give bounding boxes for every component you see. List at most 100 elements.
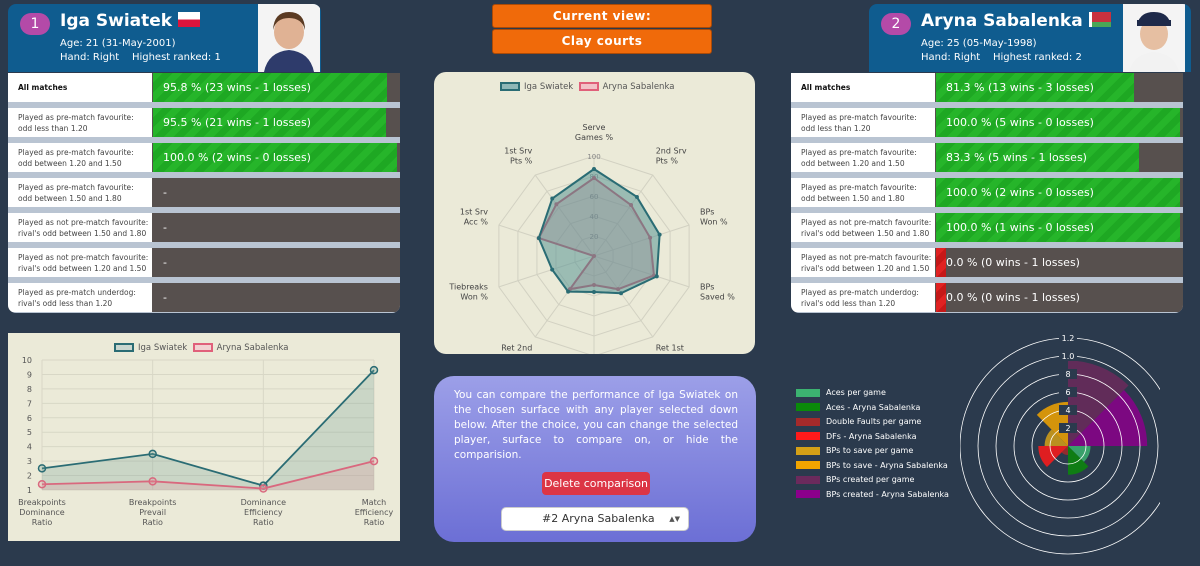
- player-select-value: #2 Aryna Sabalenka: [542, 512, 655, 525]
- current-view-label: Current view:: [492, 4, 712, 28]
- polar-tick-label: 8: [1065, 370, 1070, 379]
- belarus-flag-icon: [1088, 12, 1111, 27]
- stat-row-label: Played as pre-match favourite: odd betwee…: [8, 143, 152, 172]
- polar-legend-label: BPs to save per game: [826, 446, 914, 455]
- polar-tick-label: 6: [1065, 388, 1070, 397]
- stat-row-label-line: Played as pre-match underdog:: [801, 288, 919, 297]
- player1-stat-row: Played as not pre-match favourite: rival'…: [8, 248, 400, 277]
- stat-row-label-line: Played as pre-match favourite:: [801, 183, 917, 192]
- polar-legend-item[interactable]: Aces per game: [796, 388, 886, 397]
- polar-legend-item[interactable]: BPs created per game: [796, 475, 914, 484]
- win-percentage-bar: [936, 73, 1134, 102]
- polar-tick-bg: [1059, 405, 1077, 415]
- stat-row-label: Played as pre-match favourite: odd less t…: [791, 108, 935, 137]
- win-percentage-bar: [936, 143, 1139, 172]
- player2-age: Age: 25 (05-May-1998): [921, 38, 1037, 49]
- stat-value: 100.0 % (1 wins - 0 losses): [946, 221, 1094, 234]
- comparison-box: You can compare the performance of Iga S…: [434, 376, 756, 542]
- polar-tick-bg: [1059, 333, 1077, 343]
- stat-row-label-line: odd less than 1.20: [18, 124, 88, 133]
- radar-axis-label: Games %: [575, 133, 614, 142]
- polar-tick-bg: [1059, 369, 1077, 379]
- line-x-label: Ratio: [364, 518, 385, 527]
- line-point: [369, 365, 379, 375]
- player1-stat-row: Played as not pre-match favourite: rival'…: [8, 213, 400, 242]
- stat-row-label-line: All matches: [18, 83, 68, 92]
- stat-row-label-line: Played as not pre-match favourite:: [18, 218, 149, 227]
- stat-row-label-line: odd between 1.50 and 1.80: [18, 194, 122, 203]
- poland-flag-icon: [178, 12, 201, 27]
- player1-photo: [258, 4, 320, 72]
- stat-row-label-line: Played as not pre-match favourite:: [801, 218, 932, 227]
- win-percentage-bar: [936, 213, 1180, 242]
- stat-row-label-line: Played as pre-match favourite:: [801, 148, 917, 157]
- line-x-label: Dominance: [19, 508, 65, 517]
- stat-row-label-line: rival's odd less than 1.20: [18, 299, 113, 308]
- stat-value: 95.5 % (21 wins - 1 losses): [163, 116, 311, 129]
- polar-tick-bg: [1059, 423, 1077, 433]
- player-select[interactable]: #2 Aryna Sabalenka ▲▼: [501, 507, 689, 531]
- polar-tick-label: 4: [1065, 406, 1070, 415]
- radar-axis-label: Ret 2nd: [501, 344, 532, 353]
- win-percentage-bar: [153, 143, 397, 172]
- line-x-label: Breakpoints: [129, 498, 177, 507]
- radar-axis-label: Ret 1st: [656, 344, 684, 353]
- surface-button[interactable]: Clay courts: [492, 29, 712, 54]
- polar-legend-item[interactable]: DFs - Aryna Sabalenka: [796, 432, 916, 441]
- line-y-tick: 4: [27, 443, 32, 452]
- radar-axis-label: 1st Srv: [460, 207, 488, 216]
- player1-stat-row: Played as pre-match underdog: rival's odd…: [8, 283, 400, 312]
- legend-swatch: [796, 490, 820, 498]
- stat-row-label: All matches: [791, 73, 935, 102]
- player2-photo: [1123, 4, 1185, 72]
- polar-legend-item[interactable]: BPs to save - Aryna Sabalenka: [796, 461, 948, 470]
- polar-legend-label: BPs to save - Aryna Sabalenka: [826, 460, 948, 470]
- radar-point: [592, 167, 596, 171]
- radar-legend-swiatek: Iga Swiatek: [524, 82, 574, 92]
- stat-row-label-line: rival's odd between 1.20 and 1.50: [18, 264, 147, 273]
- line-chart-panel: Iga Swiatek Aryna Sabalenka 1 2 3 4 5 6 7 8 9 10 B…: [8, 333, 400, 541]
- line-x-label: Ratio: [32, 518, 53, 527]
- stat-value: 100.0 % (2 wins - 0 losses): [946, 186, 1094, 199]
- stat-row-label-line: rival's odd less than 1.20: [801, 299, 896, 308]
- legend-swatch: [796, 446, 820, 455]
- polar-legend-item[interactable]: Double Faults per game: [796, 417, 921, 426]
- line-x-label: Ratio: [253, 518, 274, 527]
- line-x-label: Ratio: [142, 518, 163, 527]
- comparison-text: You can compare the performance of Iga S…: [454, 389, 738, 461]
- player2-card: 2 Aryna Sabalenka Age: 25 (05-May-1998) …: [869, 4, 1191, 72]
- line-y-tick: 9: [27, 370, 32, 379]
- delete-comparison-button[interactable]: Delete comparison: [542, 472, 650, 495]
- stat-value: 0.0 % (0 wins - 1 losses): [946, 291, 1080, 304]
- line-point: [369, 456, 379, 466]
- line-series: [41, 369, 375, 487]
- radar-point: [550, 196, 555, 201]
- legend-swatch: [796, 388, 820, 397]
- stat-value: 81.3 % (13 wins - 3 losses): [946, 81, 1094, 94]
- player2-name: Aryna Sabalenka: [921, 11, 1111, 31]
- stat-value: 0.0 % (0 wins - 1 losses): [946, 256, 1080, 269]
- legend-swatch-swiatek: [500, 82, 520, 91]
- stat-value: 83.3 % (5 wins - 1 losses): [946, 151, 1087, 164]
- line-y-tick: 1: [27, 486, 32, 495]
- radar-point: [566, 289, 571, 294]
- player2-stat-row: Played as pre-match underdog: rival's odd…: [791, 283, 1183, 312]
- polar-sector: [1068, 360, 1129, 446]
- line-x-label: Match: [362, 498, 386, 507]
- polar-legend-item[interactable]: BPs to save per game: [796, 446, 913, 455]
- polar-legend-item[interactable]: BPs created - Aryna Sabalenka: [796, 490, 949, 499]
- polar-legend-item[interactable]: Aces - Aryna Sabalenka: [796, 403, 920, 412]
- radar-axis-label: Won %: [460, 293, 488, 302]
- legend-swatch: [796, 403, 820, 411]
- player1-stat-row: All matches 95.8 % (23 wins - 1 losses): [8, 73, 400, 102]
- player1-name: Iga Swiatek: [60, 11, 201, 31]
- radar-tick-label: 100: [587, 153, 600, 161]
- radar-axis-label: Pts %: [510, 156, 533, 165]
- radar-axis-label: Serve: [583, 123, 606, 132]
- stat-row-label-line: odd between 1.50 and 1.80: [801, 194, 905, 203]
- stat-value: -: [163, 221, 167, 234]
- radar-axis-label: 1st Srv: [504, 146, 532, 155]
- polar-legend-label: Double Faults per game: [826, 417, 922, 426]
- radar-axis-label: Pts %: [656, 156, 679, 165]
